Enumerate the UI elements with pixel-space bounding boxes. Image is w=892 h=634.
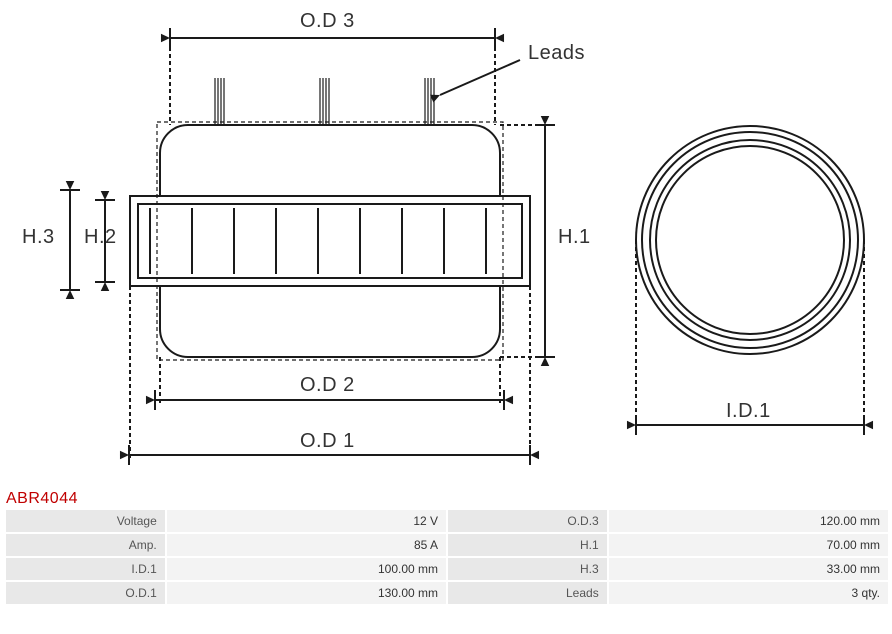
spec-key: Amp.: [6, 534, 165, 556]
part-code: ABR4044: [0, 490, 892, 508]
spec-key: I.D.1: [6, 558, 165, 580]
label-od1: O.D 1: [300, 430, 355, 453]
label-id1: I.D.1: [726, 400, 771, 423]
table-row: I.D.1100.00 mmH.333.00 mm: [6, 558, 888, 580]
spec-key: Voltage: [6, 510, 165, 532]
spec-value: 100.00 mm: [167, 558, 446, 580]
label-h2: H.2: [84, 226, 117, 249]
spec-value: 70.00 mm: [609, 534, 888, 556]
spec-key: Leads: [448, 582, 607, 604]
spec-value: 85 A: [167, 534, 446, 556]
spec-table: Voltage12 VO.D.3120.00 mmAmp.85 AH.170.0…: [4, 508, 890, 606]
spec-value: 120.00 mm: [609, 510, 888, 532]
spec-key: O.D.1: [6, 582, 165, 604]
spec-value: 33.00 mm: [609, 558, 888, 580]
table-row: O.D.1130.00 mmLeads3 qty.: [6, 582, 888, 604]
label-h1: H.1: [558, 226, 591, 249]
table-row: Amp.85 AH.170.00 mm: [6, 534, 888, 556]
table-row: Voltage12 VO.D.3120.00 mm: [6, 510, 888, 532]
spec-key: O.D.3: [448, 510, 607, 532]
label-h3: H.3: [22, 226, 55, 249]
technical-drawing: O.D 3 O.D 2 O.D 1 I.D.1 H.1 H.2 H.3 Lead…: [0, 0, 892, 490]
spec-key: H.3: [448, 558, 607, 580]
spec-key: H.1: [448, 534, 607, 556]
label-od2: O.D 2: [300, 374, 355, 397]
label-od3: O.D 3: [300, 10, 355, 33]
label-leads: Leads: [528, 42, 585, 65]
spec-value: 3 qty.: [609, 582, 888, 604]
spec-value: 12 V: [167, 510, 446, 532]
spec-value: 130.00 mm: [167, 582, 446, 604]
